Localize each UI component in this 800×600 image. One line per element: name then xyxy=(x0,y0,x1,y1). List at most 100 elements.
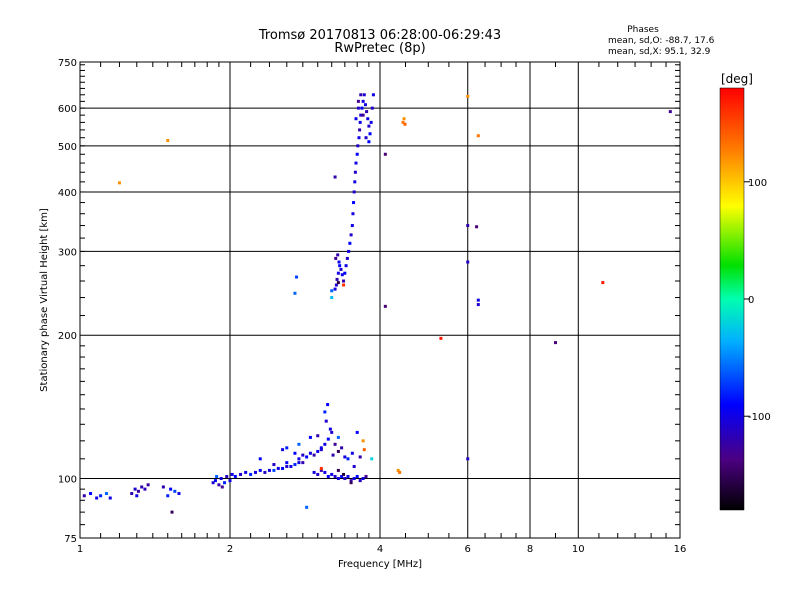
data-point xyxy=(344,264,348,268)
data-point xyxy=(323,470,327,474)
data-point xyxy=(331,453,335,457)
data-point xyxy=(166,494,170,498)
data-point xyxy=(211,481,215,485)
data-point xyxy=(143,487,147,491)
data-point xyxy=(104,492,108,496)
data-point xyxy=(342,472,346,476)
y-axis-label: Stationary phase Virtual Height [km] xyxy=(39,208,50,392)
x-ticks: 1 2 4 6 8 10 16 xyxy=(77,62,686,555)
data-point xyxy=(354,117,358,121)
data-point xyxy=(398,470,402,474)
data-point xyxy=(239,472,243,476)
data-point xyxy=(244,470,248,474)
data-point xyxy=(349,481,353,485)
plot-frame xyxy=(79,61,681,539)
data-point xyxy=(476,303,480,307)
data-point xyxy=(323,442,327,446)
data-point xyxy=(117,181,121,185)
data-point xyxy=(668,110,672,114)
data-point xyxy=(403,122,407,126)
data-point xyxy=(263,470,267,474)
data-point xyxy=(383,304,387,308)
data-point xyxy=(316,472,320,476)
data-point xyxy=(383,152,387,156)
colorbar-ticks: 100 0 -100 xyxy=(744,178,771,423)
data-point xyxy=(346,457,350,461)
data-point xyxy=(133,487,137,491)
data-point xyxy=(319,446,323,450)
data-point xyxy=(285,464,289,468)
data-point xyxy=(334,283,338,287)
data-point xyxy=(161,485,165,489)
data-point xyxy=(340,446,344,450)
data-point xyxy=(601,281,605,285)
data-point xyxy=(363,103,367,107)
data-point xyxy=(293,463,297,467)
data-point xyxy=(366,117,370,121)
data-point xyxy=(170,510,174,514)
data-point xyxy=(350,224,354,228)
y-tick-label: 400 xyxy=(58,188,77,199)
data-point xyxy=(146,483,150,487)
data-point xyxy=(466,224,470,228)
data-point xyxy=(215,474,219,478)
data-point xyxy=(324,419,328,423)
data-point xyxy=(353,180,357,184)
data-point xyxy=(346,474,350,478)
data-point xyxy=(336,253,340,257)
data-point xyxy=(342,279,346,283)
data-point xyxy=(305,455,309,459)
data-point xyxy=(228,479,232,483)
data-point xyxy=(362,448,366,452)
colorbar xyxy=(719,87,745,511)
data-point xyxy=(281,466,285,470)
y-tick-label: 600 xyxy=(58,104,77,115)
x-axis-label: Frequency [MHz] xyxy=(338,559,422,570)
data-point xyxy=(356,144,360,148)
data-point xyxy=(289,464,293,468)
data-point xyxy=(336,449,340,453)
data-point xyxy=(82,494,86,498)
data-point xyxy=(362,93,366,97)
data-point xyxy=(364,474,368,478)
data-point xyxy=(136,489,140,493)
data-point xyxy=(223,481,227,485)
colorbar-tick-label: -100 xyxy=(748,412,771,423)
data-point xyxy=(319,448,323,452)
data-point xyxy=(466,94,470,98)
data-point xyxy=(347,249,351,253)
data-point xyxy=(333,474,337,478)
data-point xyxy=(345,256,349,260)
data-point xyxy=(370,106,374,110)
data-point xyxy=(308,435,312,439)
data-point xyxy=(312,470,316,474)
chart-title: Tromsø 20170813 06:28:00-06:29:43 xyxy=(258,28,501,43)
data-point xyxy=(349,233,353,237)
data-point xyxy=(281,448,285,452)
data-point xyxy=(316,449,320,453)
data-point xyxy=(89,492,93,496)
data-point xyxy=(330,296,334,300)
data-point xyxy=(326,437,330,441)
data-point xyxy=(95,496,99,500)
data-point xyxy=(367,124,371,128)
data-point xyxy=(355,430,359,434)
data-point xyxy=(233,474,237,478)
data-point xyxy=(350,451,354,455)
colorbar-tick-label: 0 xyxy=(748,295,754,306)
data-point xyxy=(276,466,280,470)
data-point xyxy=(475,225,479,229)
data-point xyxy=(295,275,299,279)
data-point xyxy=(99,494,103,498)
data-point xyxy=(439,336,443,340)
y-tick-label: 300 xyxy=(58,247,77,258)
data-point xyxy=(352,201,356,205)
data-point xyxy=(356,106,360,110)
data-point xyxy=(342,283,346,287)
data-point xyxy=(336,435,340,439)
phase-heading: Phases xyxy=(627,25,659,35)
data-point xyxy=(333,175,337,179)
data-point xyxy=(476,134,480,138)
data-point xyxy=(297,461,301,465)
data-point xyxy=(348,241,352,245)
